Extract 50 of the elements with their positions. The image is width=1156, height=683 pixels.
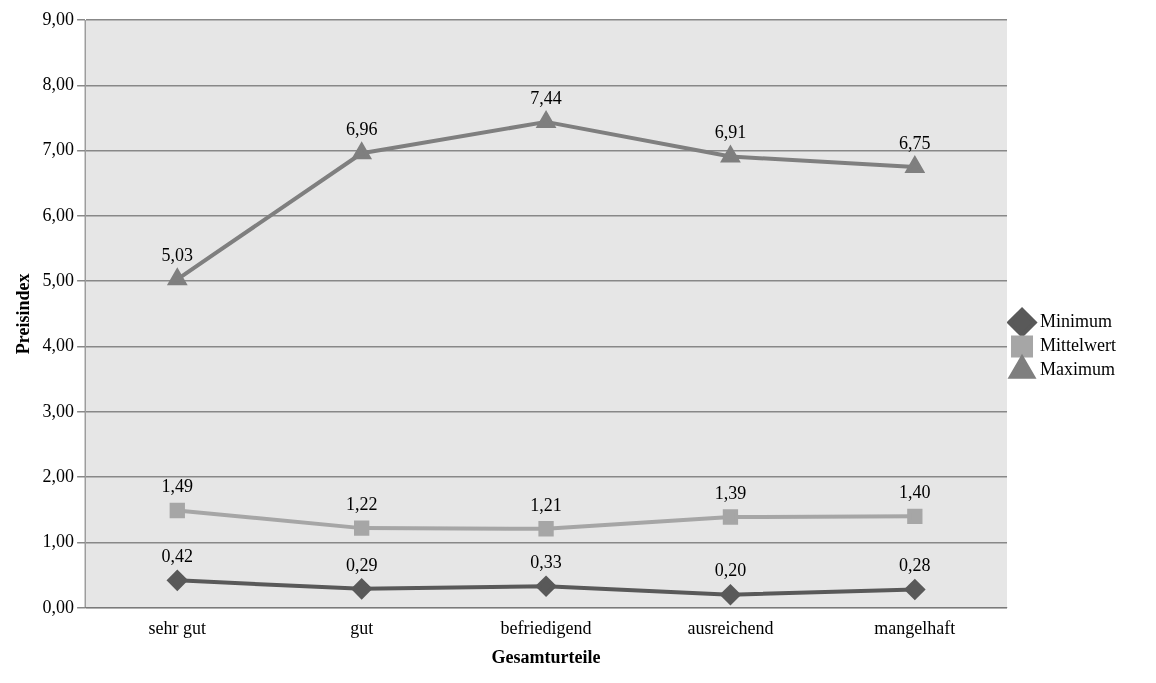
data-label: 6,91 — [714, 122, 747, 143]
data-label: 6,96 — [345, 118, 378, 139]
point — [907, 508, 923, 525]
legend-label: Minimum — [1040, 311, 1113, 332]
point — [904, 579, 925, 600]
y-tick-label: 7,00 — [42, 139, 75, 160]
legend-label: Maximum — [1040, 359, 1116, 380]
data-label: 7,44 — [530, 87, 562, 108]
point — [351, 578, 372, 599]
point — [536, 576, 557, 597]
data-label: 1,21 — [530, 494, 562, 515]
y-tick-label: 5,00 — [42, 269, 75, 290]
data-label: 1,49 — [161, 476, 194, 497]
data-label: 1,39 — [714, 482, 747, 503]
point — [722, 509, 739, 525]
point — [538, 521, 554, 537]
data-label: 0,29 — [345, 554, 378, 575]
y-tick-label: 8,00 — [42, 74, 75, 95]
point — [905, 156, 924, 173]
x-tick-label: befriedigend — [500, 618, 592, 639]
point — [169, 502, 185, 519]
x-tick-label: mangelhaft — [874, 618, 956, 639]
x-axis-title: Gesamturteile — [491, 646, 601, 667]
y-tick-label: 4,00 — [42, 335, 75, 356]
point — [537, 111, 555, 128]
point — [167, 570, 188, 591]
data-label: 6,75 — [899, 132, 931, 153]
x-tick-label: gut — [350, 618, 374, 639]
y-axis-title: Preisindex — [13, 273, 34, 355]
point — [352, 143, 371, 160]
y-tick-label: 2,00 — [42, 465, 75, 486]
point — [354, 520, 370, 536]
data-label: 0,28 — [899, 555, 931, 576]
data-label: 0,33 — [530, 551, 562, 572]
data-label: 1,22 — [345, 493, 378, 514]
x-tick-label: ausreichend — [687, 618, 774, 639]
legend-label: Mittelwert — [1040, 335, 1116, 356]
y-tick-label: 6,00 — [42, 204, 75, 225]
data-label: 5,03 — [161, 245, 194, 266]
point — [720, 584, 741, 605]
data-label: 1,40 — [899, 482, 931, 503]
y-tick-label: 1,00 — [42, 531, 75, 552]
y-tick-label: 9,00 — [42, 8, 75, 29]
x-tick-label: sehr gut — [148, 618, 207, 639]
data-label: 0,20 — [714, 560, 747, 581]
y-tick-label: 0,00 — [42, 596, 75, 617]
point — [168, 269, 187, 286]
y-tick-label: 3,00 — [42, 400, 75, 421]
point — [721, 146, 740, 163]
data-label: 0,42 — [161, 546, 194, 567]
